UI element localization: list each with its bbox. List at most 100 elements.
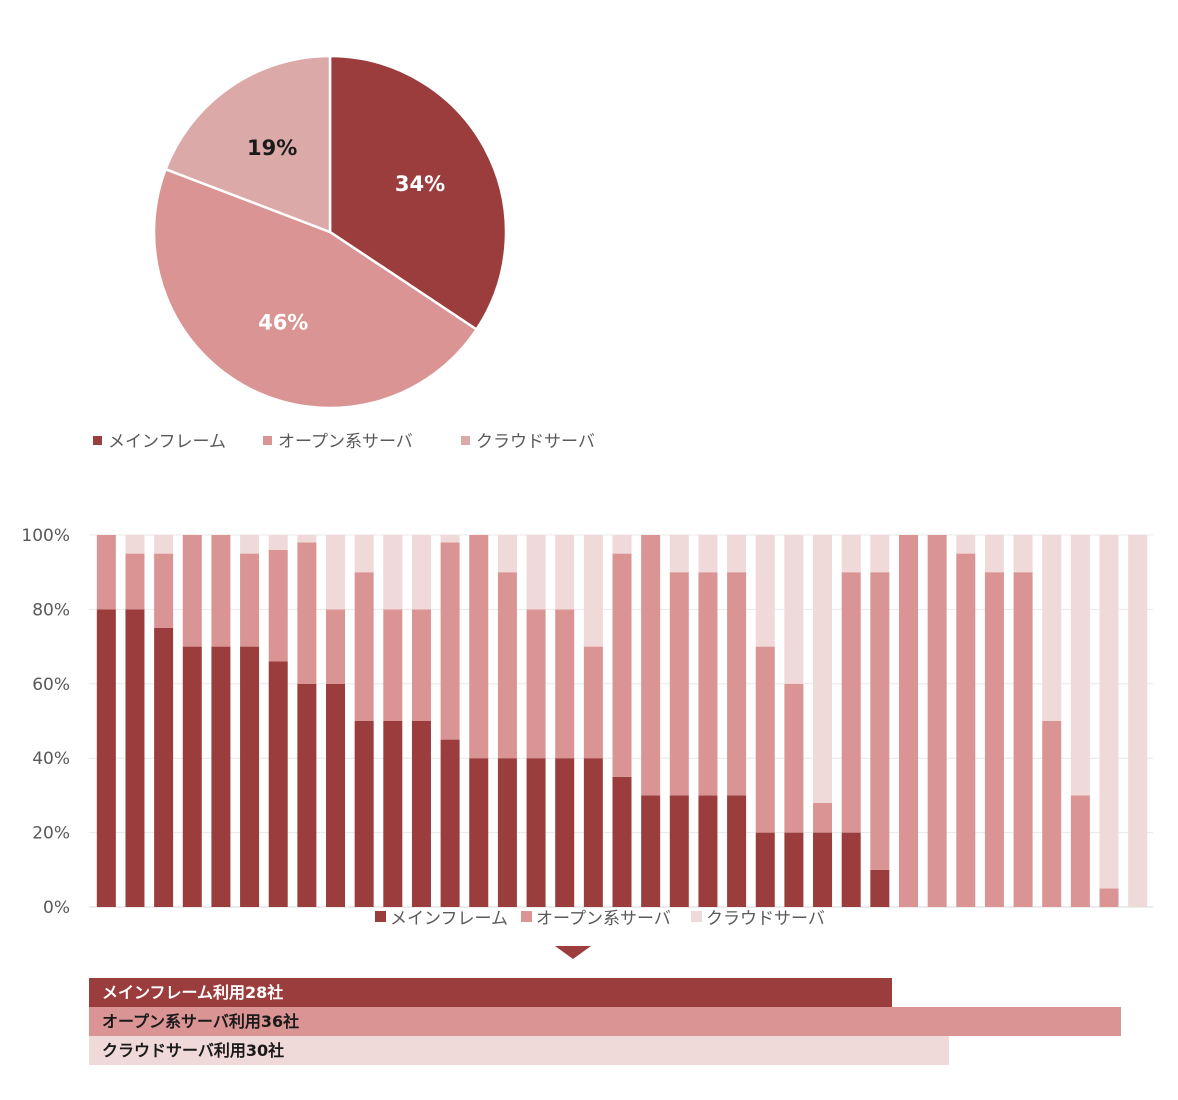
y-tick-label: 100% <box>21 526 70 546</box>
bar-segment <box>411 535 431 610</box>
summary-bar-cloud: クラウドサーバ利用30社 <box>89 1036 949 1065</box>
bar-segment <box>612 553 632 777</box>
pie-slice-label: 46% <box>258 311 308 335</box>
bar-segment <box>440 535 460 543</box>
legend-label: クラウドサーバ <box>476 432 595 452</box>
arrow-down-icon <box>555 946 591 959</box>
bar-segment <box>870 869 890 907</box>
bar-segment <box>497 758 517 907</box>
bar-segment <box>1042 535 1062 721</box>
bar-segment <box>984 535 1004 573</box>
legend-label: メインフレーム <box>108 432 226 452</box>
legend-label: オープン系サーバ <box>536 909 671 929</box>
bar-segment <box>841 832 861 907</box>
bar-segment <box>211 535 231 647</box>
bar-segment <box>583 535 603 647</box>
bar-segment <box>755 832 775 907</box>
legend-swatch <box>521 911 532 922</box>
legend-label: メインフレーム <box>390 909 508 929</box>
bar-segment <box>898 535 918 907</box>
stacked-bar-chart: 0% 20% 40% 60% 80% 100% メインフレーム オープン系サーバ クラウドサーバ <box>21 526 1153 929</box>
legend-swatch <box>691 911 702 922</box>
bar-segment <box>755 535 775 647</box>
bar-segment <box>1013 535 1033 573</box>
bar-segment <box>612 535 632 554</box>
bar-segment <box>698 535 718 573</box>
bar-segment <box>125 535 145 554</box>
bar-segment <box>870 572 890 870</box>
bar-segment <box>1099 535 1119 889</box>
bar-segment <box>96 609 116 907</box>
pie-slice <box>163 54 332 234</box>
bar-segment <box>669 535 689 573</box>
bar-segment <box>297 683 317 907</box>
bar-segment <box>956 535 976 554</box>
bar-segment <box>440 542 460 740</box>
bar-segment <box>383 535 403 610</box>
bar-segment <box>297 542 317 684</box>
pie-slice-label: 19% <box>247 136 297 160</box>
bar-segment <box>784 832 804 907</box>
bar-segment <box>583 646 603 759</box>
bar-segment <box>555 609 575 759</box>
bar-segment <box>927 535 947 907</box>
legend-label: オープン系サーバ <box>278 432 413 452</box>
bar-segment <box>612 776 632 907</box>
bar-segment <box>727 535 747 573</box>
bar-segment <box>411 721 431 907</box>
bar-segment <box>555 535 575 610</box>
bar-segment <box>784 535 804 684</box>
bar-segment <box>526 535 546 610</box>
bar-segment <box>297 535 317 543</box>
bar-segment <box>784 683 804 833</box>
bar-segment <box>154 535 174 554</box>
bar-segment <box>268 535 288 550</box>
bar-segment <box>125 609 145 907</box>
bar-segment <box>526 609 546 759</box>
bar-segment <box>956 553 976 907</box>
bar-segment <box>1128 535 1148 907</box>
bar-segment <box>240 646 260 907</box>
bar-segment <box>755 646 775 833</box>
bar-segment <box>1042 721 1062 907</box>
bar-segment <box>727 795 747 907</box>
bar-segment <box>383 721 403 907</box>
bar-segment <box>583 758 603 907</box>
y-tick-label: 0% <box>43 898 70 918</box>
bar-segment <box>354 721 374 907</box>
bar-segment <box>526 758 546 907</box>
bar-segment <box>354 572 374 721</box>
bar-segment <box>96 535 116 610</box>
bar-segment <box>1099 888 1119 907</box>
bar-segment <box>240 535 260 554</box>
legend-label: クラウドサーバ <box>706 909 825 929</box>
bar-segment <box>211 646 231 907</box>
pie-slice <box>152 167 479 410</box>
bar-segment <box>813 802 833 833</box>
y-tick-label: 60% <box>32 675 70 695</box>
bar-segment <box>984 572 1004 907</box>
bar-segment <box>727 572 747 796</box>
bar-segment <box>641 795 661 907</box>
bar-segment <box>268 549 288 662</box>
bar-segment <box>1013 572 1033 907</box>
bar-segment <box>555 758 575 907</box>
bar-segment <box>1070 535 1090 796</box>
bar-segment <box>497 535 517 573</box>
bar-segment <box>841 572 861 833</box>
bar-segment <box>870 535 890 573</box>
summary-bar-open: オープン系サーバ利用36社 <box>89 1007 1121 1036</box>
bar-segment <box>669 572 689 796</box>
legend-swatch <box>375 911 386 922</box>
y-tick-label: 20% <box>32 824 70 844</box>
bar-segment <box>125 553 145 610</box>
bar-segment <box>641 535 661 796</box>
bar-segment <box>813 535 833 803</box>
bar-segment <box>669 795 689 907</box>
bar-segment <box>326 535 346 610</box>
bar-segment <box>1070 795 1090 907</box>
bar-segment <box>154 628 174 907</box>
legend-swatch <box>461 436 470 445</box>
bar-segment <box>182 646 202 907</box>
bar-segment <box>813 832 833 907</box>
